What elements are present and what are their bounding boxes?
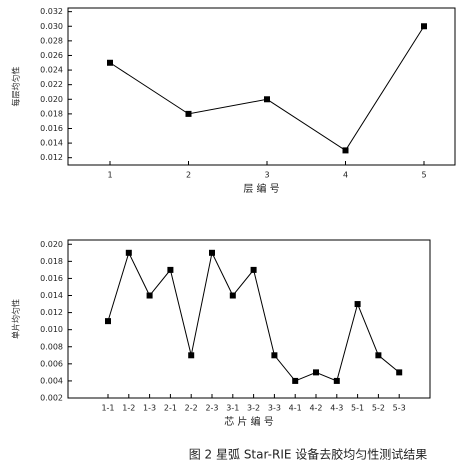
x-tick-label: 3-2 xyxy=(247,404,260,413)
x-tick-label: 2-2 xyxy=(185,404,198,413)
y-tick-label: 0.022 xyxy=(40,80,63,89)
y-axis-label: 单片均匀性 xyxy=(11,299,21,339)
x-tick-label: 3-1 xyxy=(226,404,239,413)
y-tick-label: 0.018 xyxy=(40,257,63,266)
marker xyxy=(107,59,113,66)
marker xyxy=(250,266,257,273)
y-tick-label: 0.016 xyxy=(40,274,63,283)
x-axis-label: 层 编 号 xyxy=(243,182,279,195)
y-tick-label: 0.012 xyxy=(40,153,63,162)
x-tick-label: 4-2 xyxy=(309,404,322,413)
x-tick-label: 5-3 xyxy=(393,404,406,413)
marker xyxy=(264,96,270,103)
marker xyxy=(333,377,340,384)
x-tick-label: 5-2 xyxy=(372,404,385,413)
marker xyxy=(185,110,192,117)
x-tick-label: 1-1 xyxy=(101,404,114,413)
marker xyxy=(125,249,132,256)
x-tick-label: 3 xyxy=(264,171,269,180)
marker xyxy=(375,352,382,359)
marker xyxy=(146,292,153,299)
x-tick-label: 1-3 xyxy=(143,404,156,413)
caption: 图 2 星弧 Star-RIE 设备去胶均匀性测试结果 xyxy=(189,447,428,462)
y-tick-label: 0.012 xyxy=(40,308,63,317)
x-tick-label: 2 xyxy=(186,171,191,180)
y-tick-label: 0.030 xyxy=(40,22,63,31)
x-tick-label: 5 xyxy=(421,171,426,180)
y-tick-label: 0.010 xyxy=(40,325,63,334)
y-tick-label: 0.028 xyxy=(40,36,63,45)
y-tick-label: 0.024 xyxy=(40,66,63,75)
x-tick-label: 2-3 xyxy=(205,404,218,413)
data-line xyxy=(109,25,425,152)
x-tick-label: 1 xyxy=(107,171,112,180)
marker xyxy=(354,301,361,308)
plot-frame xyxy=(67,239,431,399)
y-tick-label: 0.018 xyxy=(40,109,63,118)
y-tick-label: 0.004 xyxy=(40,376,63,385)
y-tick-label: 0.014 xyxy=(40,139,63,148)
marker xyxy=(421,23,427,30)
y-tick-label: 0.032 xyxy=(40,7,63,16)
y-tick-label: 0.008 xyxy=(40,342,63,351)
x-tick-label: 4 xyxy=(343,171,348,180)
marker xyxy=(229,292,236,299)
y-tick-label: 0.002 xyxy=(40,394,63,403)
x-tick-label: 4-1 xyxy=(289,404,302,413)
marker xyxy=(342,147,349,154)
x-tick-label: 5-1 xyxy=(351,404,364,413)
marker xyxy=(271,352,278,359)
y-tick-label: 0.006 xyxy=(40,359,63,368)
y-tick-label: 0.026 xyxy=(40,51,63,60)
marker xyxy=(209,249,215,256)
y-axis-label: 每层均匀性 xyxy=(11,67,21,107)
y-tick-label: 0.020 xyxy=(40,240,63,249)
x-tick-label: 3-3 xyxy=(268,404,281,413)
plot-frame xyxy=(67,7,456,166)
marker xyxy=(313,369,319,376)
marker xyxy=(396,369,403,376)
y-tick-label: 0.020 xyxy=(40,95,63,104)
x-tick-label: 2-1 xyxy=(164,404,177,413)
marker xyxy=(167,266,174,273)
x-tick-label: 1-2 xyxy=(122,404,135,413)
y-tick-label: 0.014 xyxy=(40,291,63,300)
y-tick-label: 0.016 xyxy=(40,124,63,133)
marker xyxy=(188,352,195,359)
x-axis-label: 芯 片 编 号 xyxy=(224,415,274,428)
marker xyxy=(292,377,299,384)
x-tick-label: 4-3 xyxy=(330,404,343,413)
marker xyxy=(105,318,111,325)
